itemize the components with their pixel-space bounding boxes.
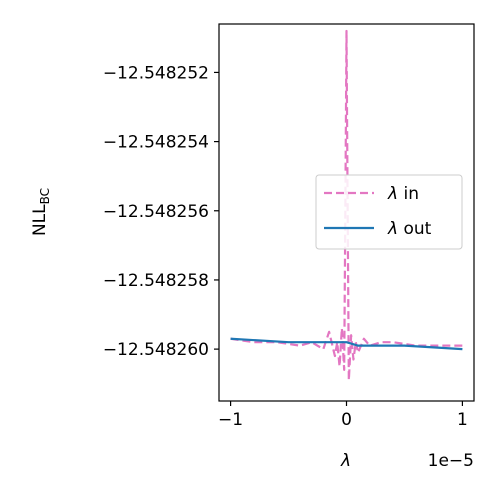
x-tick-label: 0 <box>341 410 352 430</box>
y-axis-label: NLLBC <box>30 188 52 236</box>
series-out-line <box>230 337 463 351</box>
y-axis: −12.548252 −12.548254 −12.548256 −12.548258… <box>103 63 219 360</box>
legend-entry-out-label: out <box>398 219 432 239</box>
y-tick-label: −12.548252 <box>103 63 209 83</box>
y-axis-label-main: NLL <box>30 204 50 236</box>
legend-entry-out-var: λ <box>387 219 398 239</box>
x-axis: −1 0 1 <box>218 401 468 430</box>
y-tick-label: −12.548256 <box>103 202 209 222</box>
series-in-line <box>230 29 463 382</box>
x-tick-label: 1 <box>457 410 468 430</box>
legend: λ in λ out <box>315 174 463 250</box>
x-axis-scale-label: 1e−5 <box>428 451 474 471</box>
x-axis-label: λ <box>340 451 351 471</box>
legend-entry-in-var: λ <box>387 184 398 204</box>
y-tick-label: −12.548258 <box>103 271 209 291</box>
y-tick-label: −12.548260 <box>103 340 209 360</box>
y-axis-label-subscript: BC <box>38 188 52 204</box>
legend-entry-in: λ in <box>387 184 419 204</box>
plot-area <box>230 29 463 382</box>
legend-entry-out: λ out <box>387 219 432 239</box>
y-tick-label: −12.548254 <box>103 133 209 153</box>
x-tick-label: −1 <box>218 410 243 430</box>
legend-entry-in-label: in <box>398 184 419 204</box>
